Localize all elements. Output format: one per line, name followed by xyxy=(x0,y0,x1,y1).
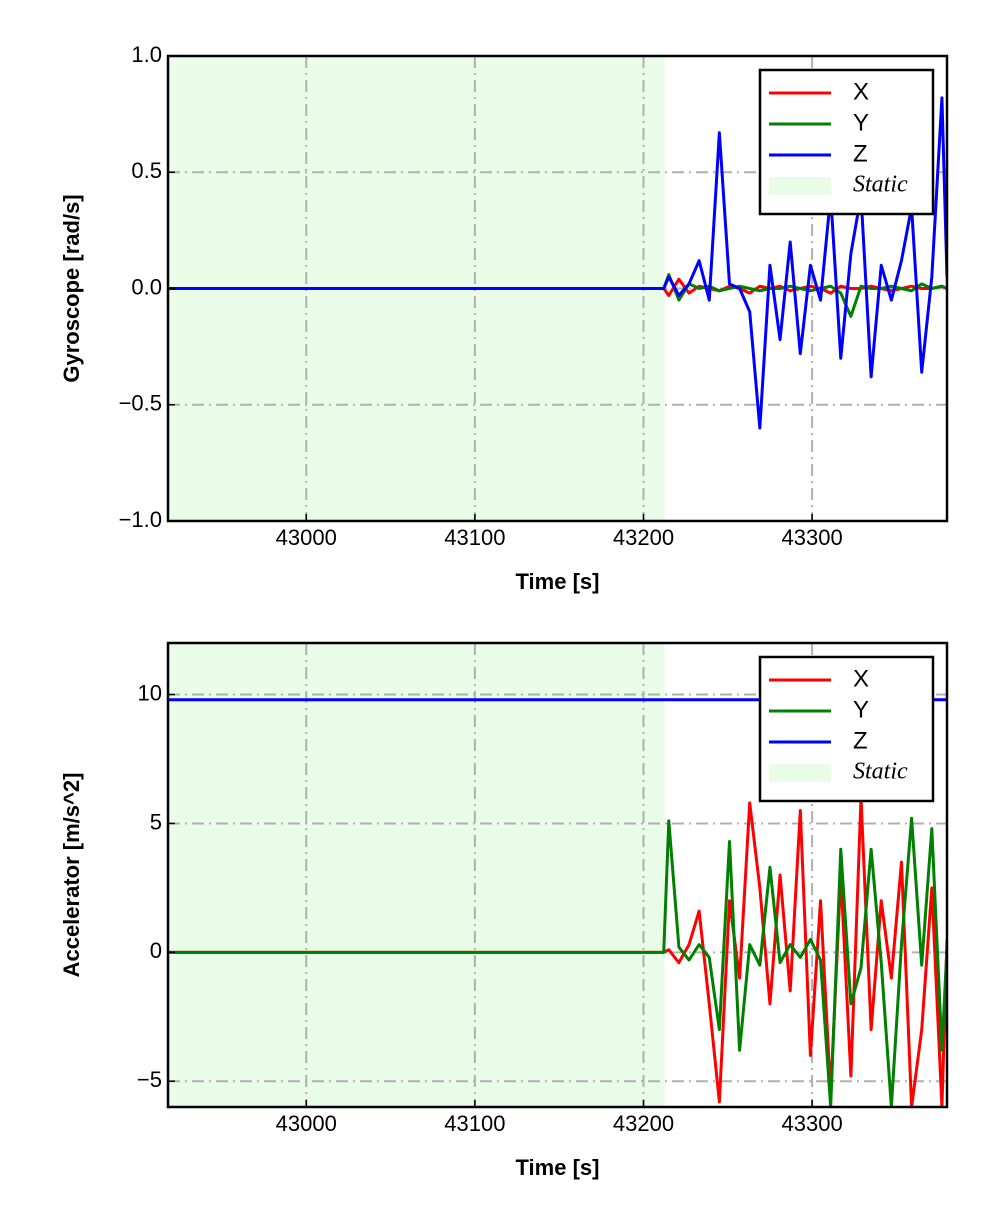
legend-label: Z xyxy=(853,140,868,167)
y-tick-label: 0 xyxy=(150,938,162,963)
legend-label: Y xyxy=(853,696,869,723)
legend-label: X xyxy=(853,665,869,692)
legend-label: Static xyxy=(853,172,908,198)
series-line xyxy=(168,796,947,1107)
y-tick-label: −0.5 xyxy=(119,391,162,416)
x-tick-label: 43200 xyxy=(613,525,674,550)
y-axis-label: Gyroscope [rad/s] xyxy=(59,194,84,382)
static-span xyxy=(168,643,665,1107)
x-tick-label: 43000 xyxy=(276,1111,337,1136)
y-axis-label: Accelerator [m/s^2] xyxy=(59,773,84,978)
y-tick-label: 5 xyxy=(150,809,162,834)
y-tick-label: 10 xyxy=(138,680,162,705)
x-tick-label: 43000 xyxy=(276,525,337,550)
y-tick-label: −1.0 xyxy=(119,507,162,532)
y-tick-label: 0.5 xyxy=(131,158,162,183)
series-line xyxy=(168,96,947,430)
legend-label: Z xyxy=(853,727,868,754)
x-tick-label: 43100 xyxy=(444,1111,505,1136)
legend-label: X xyxy=(853,78,869,105)
legend-label: Y xyxy=(853,109,869,136)
legend-swatch xyxy=(769,177,831,195)
y-tick-label: 0.0 xyxy=(131,274,162,299)
legend-swatch xyxy=(769,764,831,782)
x-tick-label: 43200 xyxy=(613,1111,674,1136)
legend-label: Static xyxy=(853,759,908,785)
y-tick-label: 1.0 xyxy=(131,42,162,67)
series-line xyxy=(168,273,947,318)
series-line xyxy=(168,277,947,297)
axes-frame xyxy=(166,54,949,523)
x-tick-label: 43300 xyxy=(782,1111,843,1136)
x-axis-label: Time [s] xyxy=(516,1155,600,1180)
legend: XYZ Static xyxy=(758,655,935,803)
legend: XYZ Static xyxy=(758,68,935,216)
x-tick-label: 43100 xyxy=(444,525,505,550)
x-axis-label: Time [s] xyxy=(516,569,600,594)
series-line xyxy=(168,816,947,1107)
y-tick-label: −5 xyxy=(137,1067,162,1092)
axes-frame xyxy=(166,641,949,1109)
x-tick-label: 43300 xyxy=(782,525,843,550)
